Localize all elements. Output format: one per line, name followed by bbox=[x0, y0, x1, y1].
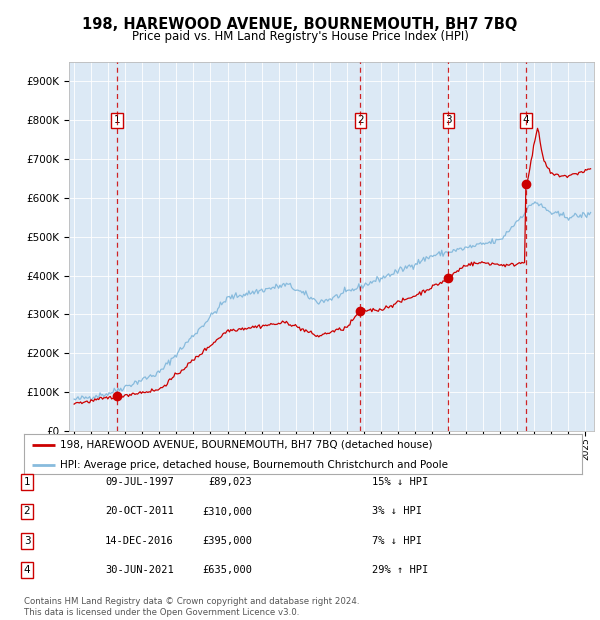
Text: 20-OCT-2011: 20-OCT-2011 bbox=[105, 507, 174, 516]
Text: 3: 3 bbox=[445, 115, 452, 125]
Text: 4: 4 bbox=[23, 565, 31, 575]
Text: £89,023: £89,023 bbox=[208, 477, 252, 487]
Text: 3: 3 bbox=[23, 536, 31, 546]
Text: 14-DEC-2016: 14-DEC-2016 bbox=[105, 536, 174, 546]
Text: 1: 1 bbox=[114, 115, 121, 125]
Text: Price paid vs. HM Land Registry's House Price Index (HPI): Price paid vs. HM Land Registry's House … bbox=[131, 30, 469, 43]
Text: £395,000: £395,000 bbox=[202, 536, 252, 546]
Text: 09-JUL-1997: 09-JUL-1997 bbox=[105, 477, 174, 487]
Text: 3% ↓ HPI: 3% ↓ HPI bbox=[372, 507, 422, 516]
Text: 30-JUN-2021: 30-JUN-2021 bbox=[105, 565, 174, 575]
Text: £310,000: £310,000 bbox=[202, 507, 252, 516]
Text: £635,000: £635,000 bbox=[202, 565, 252, 575]
Text: 2: 2 bbox=[357, 115, 364, 125]
Text: 7% ↓ HPI: 7% ↓ HPI bbox=[372, 536, 422, 546]
Text: 1: 1 bbox=[23, 477, 31, 487]
Text: 2: 2 bbox=[23, 507, 31, 516]
Text: 29% ↑ HPI: 29% ↑ HPI bbox=[372, 565, 428, 575]
Text: HPI: Average price, detached house, Bournemouth Christchurch and Poole: HPI: Average price, detached house, Bour… bbox=[60, 461, 448, 471]
Text: 15% ↓ HPI: 15% ↓ HPI bbox=[372, 477, 428, 487]
Text: Contains HM Land Registry data © Crown copyright and database right 2024.
This d: Contains HM Land Registry data © Crown c… bbox=[24, 598, 359, 617]
Text: 4: 4 bbox=[523, 115, 529, 125]
Text: 198, HAREWOOD AVENUE, BOURNEMOUTH, BH7 7BQ: 198, HAREWOOD AVENUE, BOURNEMOUTH, BH7 7… bbox=[82, 17, 518, 32]
Text: 198, HAREWOOD AVENUE, BOURNEMOUTH, BH7 7BQ (detached house): 198, HAREWOOD AVENUE, BOURNEMOUTH, BH7 7… bbox=[60, 440, 433, 450]
